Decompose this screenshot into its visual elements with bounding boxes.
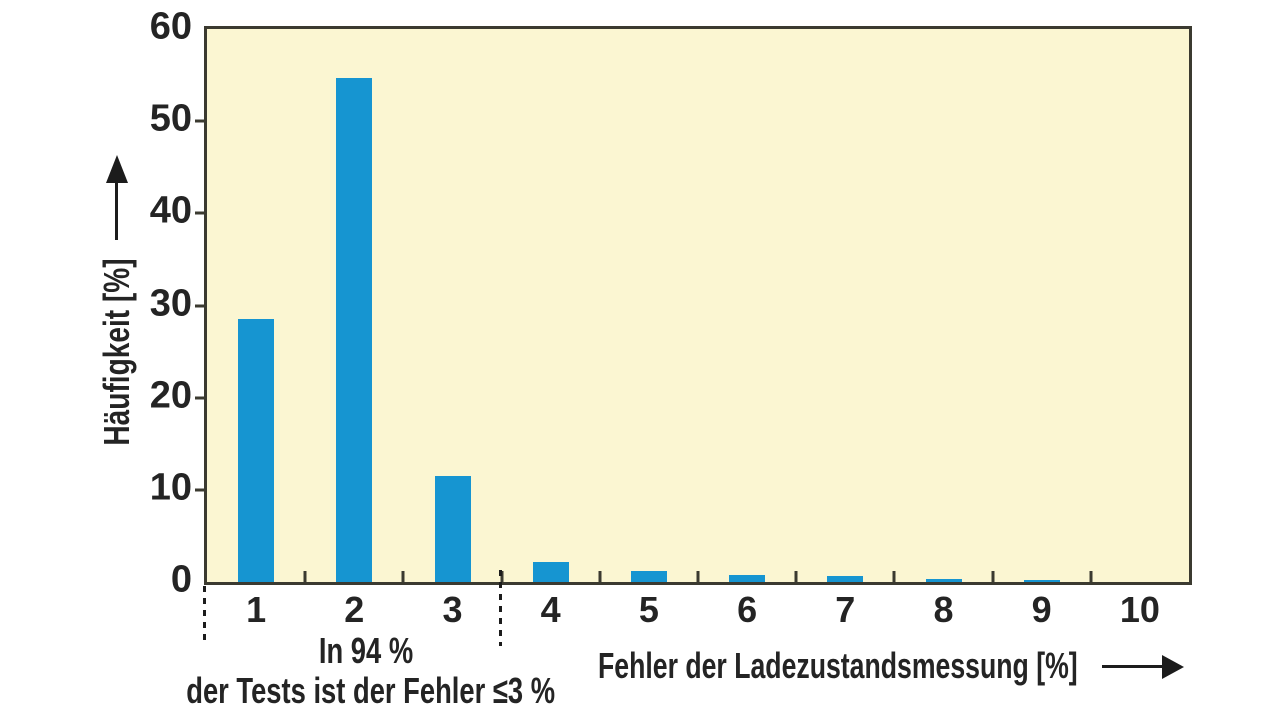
y-axis-tick-labels: 0 10 20 30 40 50 60 [120, 8, 198, 599]
x-axis-tick [696, 571, 700, 582]
bar-category-3 [434, 476, 471, 582]
annotation-line2: der Tests ist der Fehler ≤3 % [121, 673, 621, 709]
x-tick-label-8: 8 [933, 589, 954, 630]
y-tick-label-30: 30 [149, 282, 192, 325]
bar-category-1 [238, 319, 275, 582]
bar-category-6 [729, 574, 766, 582]
up-arrow-icon [115, 182, 118, 240]
y-tick-label-40: 40 [149, 190, 192, 233]
x-axis-title-label: Fehler der Ladezustandsmessung [%] [598, 645, 1078, 686]
y-tick-label-20: 20 [149, 374, 192, 417]
y-tick-label-50: 50 [149, 97, 192, 140]
bar-category-5 [630, 570, 667, 582]
y-axis-tick [195, 396, 204, 400]
right-arrow-icon [1102, 665, 1164, 668]
dashed-guide-left [203, 586, 206, 646]
annotation-line1: In 94 % [166, 633, 566, 669]
y-axis-tick [195, 304, 204, 307]
y-tick-label-10: 10 [149, 466, 192, 509]
x-axis-tick [991, 571, 995, 582]
bar-category-2 [336, 77, 373, 582]
plot-area [195, 26, 1192, 585]
x-axis-tick [1089, 571, 1093, 582]
y-axis-title-label: Häufigkeit [%] [96, 258, 137, 446]
bar-category-7 [827, 576, 864, 582]
x-axis-tick [794, 571, 798, 582]
bar-category-8 [925, 579, 962, 582]
x-tick-label-10: 10 [1119, 589, 1160, 630]
y-axis-title: Häufigkeit [%] [96, 258, 137, 446]
x-axis-tick-labels: 1 2 3 4 5 6 7 8 9 10 [207, 592, 1189, 632]
y-axis-tick [195, 211, 204, 215]
x-axis-tick [401, 571, 405, 582]
x-tick-label-5: 5 [638, 589, 659, 630]
x-tick-label-4: 4 [540, 589, 561, 630]
x-tick-label-1: 1 [246, 589, 267, 630]
bar-category-9 [1023, 579, 1060, 582]
x-axis-tick [303, 571, 307, 582]
x-tick-label-7: 7 [835, 589, 856, 630]
x-tick-label-9: 9 [1031, 589, 1052, 630]
up-arrow-head-icon [106, 155, 128, 183]
x-tick-label-3: 3 [442, 589, 463, 630]
annotation-line1-text: In 94 % [318, 630, 414, 671]
y-tick-label-0: 0 [170, 558, 192, 601]
y-axis-tick [195, 119, 204, 123]
y-axis-tick [195, 488, 204, 492]
x-axis-title: Fehler der Ladezustandsmessung [%] [598, 648, 1078, 684]
y-tick-label-60: 60 [149, 5, 192, 48]
x-axis-tick [598, 571, 602, 582]
x-axis-tick [892, 571, 896, 582]
x-tick-label-6: 6 [737, 589, 758, 630]
dashed-guide-right [499, 570, 502, 646]
right-arrow-head-icon [1162, 655, 1184, 679]
x-tick-label-2: 2 [344, 589, 365, 630]
annotation-line2-text: der Tests ist der Fehler ≤3 % [186, 670, 556, 711]
bar-category-4 [532, 561, 569, 582]
